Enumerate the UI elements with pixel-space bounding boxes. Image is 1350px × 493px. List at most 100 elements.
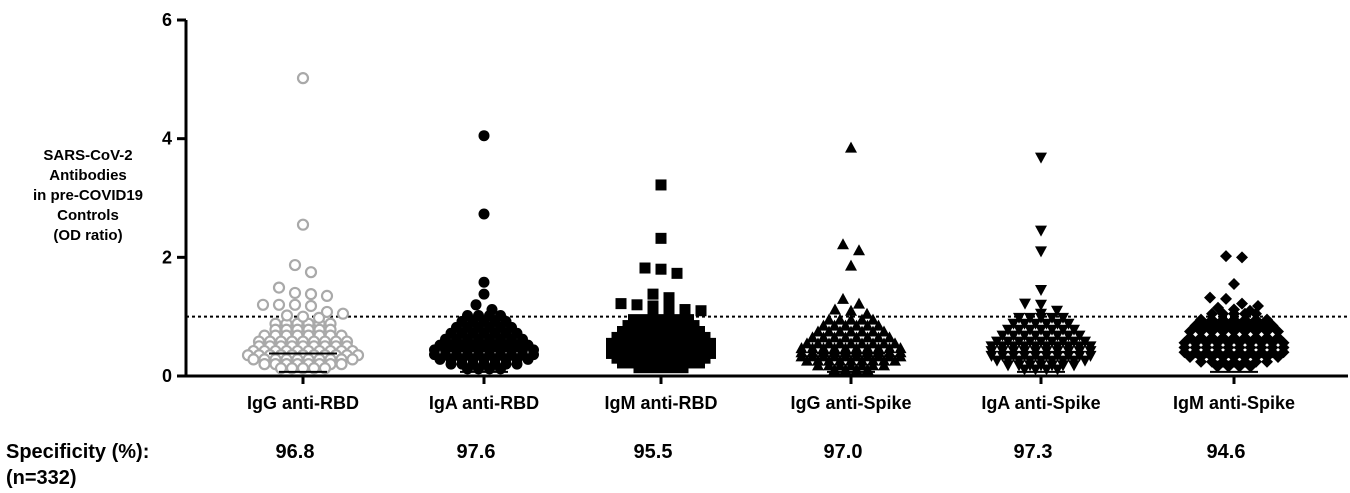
data-point	[817, 331, 830, 343]
data-point	[304, 288, 318, 301]
x-category-label: IgG anti-Spike	[790, 393, 911, 413]
data-point	[647, 288, 659, 300]
data-point	[1029, 364, 1042, 376]
y-ticks: 0 2 4 6	[162, 10, 186, 386]
data-point	[839, 319, 852, 331]
data-point	[1046, 360, 1058, 372]
data-point	[258, 358, 271, 371]
data-point	[320, 289, 334, 302]
y-axis-label-line-5: (OD ratio)	[53, 227, 122, 244]
data-point	[829, 303, 841, 315]
data-point	[280, 309, 294, 322]
data-point	[1002, 360, 1014, 372]
data-point	[996, 330, 1009, 342]
specificity-value: 97.0	[824, 441, 863, 463]
data-point	[867, 313, 879, 325]
data-point	[288, 298, 302, 311]
data-point	[647, 300, 659, 312]
data-point	[1222, 360, 1235, 373]
data-point	[1035, 246, 1047, 258]
data-point	[694, 357, 705, 369]
specificity-value: 94.6	[1207, 441, 1246, 463]
data-point	[336, 307, 350, 320]
data-point	[817, 350, 830, 362]
data-point	[1024, 360, 1036, 372]
data-point	[304, 266, 318, 279]
data-point	[812, 359, 824, 371]
data-point	[845, 259, 857, 271]
data-point	[663, 308, 675, 320]
data-point	[861, 319, 874, 331]
data-point	[837, 292, 849, 304]
data-point	[666, 320, 678, 332]
y-axis-label-line-2: Antibodies	[49, 167, 127, 184]
data-point	[845, 325, 857, 337]
data-point	[644, 331, 656, 343]
data-point	[823, 359, 835, 371]
data-point	[672, 326, 683, 337]
data-point	[1068, 360, 1080, 372]
data-point	[1018, 318, 1031, 330]
data-point	[834, 359, 846, 371]
data-point	[666, 331, 678, 343]
data-point	[861, 331, 874, 343]
data-point	[1220, 292, 1232, 305]
data-point	[878, 337, 890, 349]
data-point	[633, 362, 645, 374]
data-point	[856, 325, 868, 337]
data-point	[828, 331, 841, 343]
data-point	[628, 314, 639, 326]
data-point	[655, 179, 667, 191]
x-category-label: IgM anti-RBD	[605, 393, 718, 413]
data-point	[647, 308, 659, 320]
data-point	[677, 362, 689, 374]
data-point	[615, 298, 627, 310]
data-point	[1018, 364, 1031, 376]
y-axis-label-line-3: in pre-COVID19	[33, 187, 143, 204]
data-point	[1029, 318, 1042, 330]
data-point	[828, 319, 841, 331]
specificity-value: 97.6	[457, 441, 496, 463]
data-point	[622, 320, 634, 332]
data-point	[699, 331, 711, 343]
median-lines	[269, 346, 1268, 373]
data-point	[889, 354, 901, 366]
data-point	[1244, 360, 1257, 373]
data-point	[683, 326, 694, 337]
data-point	[878, 325, 890, 337]
data-point	[1057, 324, 1069, 336]
data-point	[288, 286, 302, 300]
data-point	[663, 292, 675, 304]
data-point	[812, 325, 824, 337]
data-point	[795, 350, 808, 362]
y-tick-label: 0	[162, 366, 172, 386]
data-points	[241, 72, 1290, 376]
data-point	[991, 355, 1003, 367]
data-point	[1018, 330, 1031, 342]
data-point	[1051, 318, 1064, 330]
data-point	[823, 325, 835, 337]
data-point	[1228, 303, 1240, 316]
data-point	[1029, 330, 1042, 342]
data-point	[878, 359, 890, 371]
data-point	[478, 288, 490, 300]
y-tick-label: 4	[162, 129, 172, 149]
data-point	[272, 281, 286, 294]
data-point	[1261, 355, 1273, 368]
data-point	[1228, 278, 1240, 291]
data-point	[1024, 312, 1036, 324]
data-point	[850, 331, 863, 343]
data-point	[861, 307, 873, 319]
y-axis-label-line-4: Controls	[57, 207, 119, 224]
data-point	[817, 319, 830, 331]
data-point	[856, 359, 868, 371]
data-point	[828, 350, 841, 362]
data-point	[335, 358, 348, 371]
data-point	[655, 232, 667, 244]
data-point	[650, 314, 661, 326]
data-point	[837, 238, 849, 250]
data-point	[856, 337, 868, 349]
data-point	[1236, 297, 1248, 310]
data-point	[655, 263, 667, 275]
data-point	[1051, 364, 1064, 376]
